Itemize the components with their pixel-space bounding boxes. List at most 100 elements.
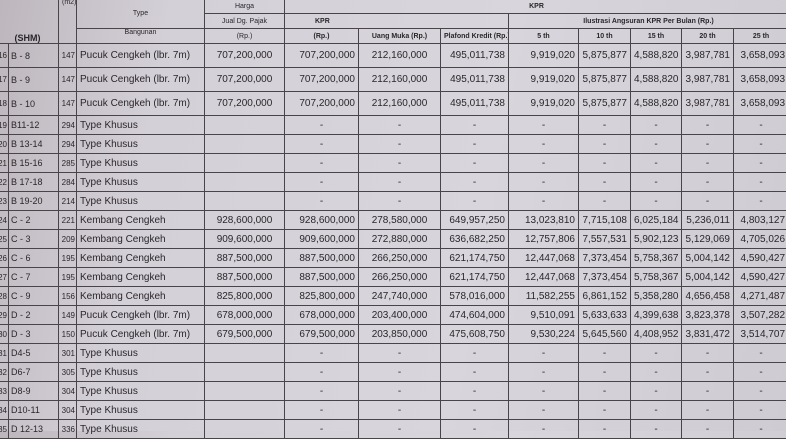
blok-cell: B 15-16 xyxy=(9,154,59,173)
type-cell: Type Khusus xyxy=(77,154,205,173)
angsuran-10-cell: - xyxy=(579,363,631,382)
angsuran-10-cell: - xyxy=(579,135,631,154)
kpr-cell: - xyxy=(285,382,359,401)
angsuran-25-cell: 3,658,093 xyxy=(734,92,786,116)
angsuran-15-cell: 4,408,952 xyxy=(631,325,682,344)
harga-cell: 679,500,000 xyxy=(205,325,285,344)
angsuran-20-cell: 5,129,069 xyxy=(682,230,734,249)
angsuran-10-cell: - xyxy=(579,192,631,211)
blok-cell: D10-11 xyxy=(9,401,59,420)
uang-muka-cell: - xyxy=(359,135,441,154)
harga-cell: 909,600,000 xyxy=(205,230,285,249)
row-number: 23 xyxy=(0,192,9,211)
blok-cell: D - 2 xyxy=(9,306,59,325)
plafond-cell: - xyxy=(441,363,509,382)
angsuran-15-cell: - xyxy=(631,173,682,192)
uang-muka-cell: - xyxy=(359,401,441,420)
type-cell: Pucuk Cengkeh (lbr. 7m) xyxy=(77,44,205,68)
land-area-cell: 301 xyxy=(59,344,77,363)
angsuran-15-cell: 4,588,820 xyxy=(631,44,682,68)
blok-cell: B 13-14 xyxy=(9,135,59,154)
header-harga-rp: (Rp.) xyxy=(205,29,285,44)
plafond-cell: 495,011,738 xyxy=(441,44,509,68)
land-area-cell: 294 xyxy=(59,135,77,154)
blok-cell: D8-9 xyxy=(9,382,59,401)
harga-cell xyxy=(205,154,285,173)
land-area-cell: 284 xyxy=(59,173,77,192)
angsuran-10-cell: - xyxy=(579,420,631,439)
type-cell: Type Khusus xyxy=(77,401,205,420)
angsuran-15-cell: - xyxy=(631,420,682,439)
angsuran-25-cell: 4,803,127 xyxy=(734,211,786,230)
land-area-cell: 304 xyxy=(59,382,77,401)
harga-cell xyxy=(205,173,285,192)
angsuran-10-cell: - xyxy=(579,116,631,135)
plafond-cell: - xyxy=(441,344,509,363)
row-number: 34 xyxy=(0,401,9,420)
angsuran-25-cell: - xyxy=(734,192,786,211)
land-area-cell: 195 xyxy=(59,268,77,287)
angsuran-15-cell: 5,758,367 xyxy=(631,249,682,268)
type-cell: Type Khusus xyxy=(77,382,205,401)
row-number: 22 xyxy=(0,173,9,192)
angsuran-10-cell: 6,861,152 xyxy=(579,287,631,306)
angsuran-20-cell: 4,656,458 xyxy=(682,287,734,306)
angsuran-25-cell: - xyxy=(734,116,786,135)
row-number: 35 xyxy=(0,420,9,439)
plafond-cell: - xyxy=(441,420,509,439)
harga-cell: 887,500,000 xyxy=(205,249,285,268)
angsuran-15-cell: 6,025,184 xyxy=(631,211,682,230)
blok-cell: D 12-13 xyxy=(9,420,59,439)
plafond-cell: 495,011,738 xyxy=(441,92,509,116)
uang-muka-cell: 212,160,000 xyxy=(359,68,441,92)
angsuran-10-cell: - xyxy=(579,173,631,192)
harga-cell xyxy=(205,192,285,211)
kpr-cell: 707,200,000 xyxy=(285,68,359,92)
row-number: 19 xyxy=(0,116,9,135)
row-number: 20 xyxy=(0,135,9,154)
kpr-cell: - xyxy=(285,135,359,154)
angsuran-20-cell: - xyxy=(682,420,734,439)
kpr-cell: - xyxy=(285,363,359,382)
angsuran-20-cell: - xyxy=(682,192,734,211)
blok-cell: C - 3 xyxy=(9,230,59,249)
plafond-cell: - xyxy=(441,382,509,401)
kpr-cell: - xyxy=(285,344,359,363)
angsuran-20-cell: 5,004,142 xyxy=(682,268,734,287)
kpr-cell: 887,500,000 xyxy=(285,249,359,268)
angsuran-15-cell: 4,588,820 xyxy=(631,92,682,116)
angsuran-5-cell: - xyxy=(509,344,579,363)
blok-cell: B11-12 xyxy=(9,116,59,135)
row-number: 31 xyxy=(0,344,9,363)
angsuran-5-cell: - xyxy=(509,154,579,173)
type-cell: Type Khusus xyxy=(77,363,205,382)
angsuran-5-cell: 12,447,068 xyxy=(509,249,579,268)
angsuran-10-cell: 7,557,531 xyxy=(579,230,631,249)
angsuran-25-cell: 4,705,026 xyxy=(734,230,786,249)
angsuran-25-cell: 4,590,427 xyxy=(734,249,786,268)
plafond-cell: 636,682,250 xyxy=(441,230,509,249)
type-cell: Kembang Cengkeh xyxy=(77,230,205,249)
harga-cell: 887,500,000 xyxy=(205,268,285,287)
blok-cell: B 19-20 xyxy=(9,192,59,211)
header-kpr-group: KPR xyxy=(285,0,786,14)
angsuran-5-cell: - xyxy=(509,401,579,420)
angsuran-15-cell: 4,588,820 xyxy=(631,68,682,92)
kpr-cell: 679,500,000 xyxy=(285,325,359,344)
blok-cell: B - 9 xyxy=(9,68,59,92)
harga-cell xyxy=(205,116,285,135)
row-number: 25 xyxy=(0,230,9,249)
angsuran-5-cell: 9,919,020 xyxy=(509,92,579,116)
angsuran-5-cell: 12,447,068 xyxy=(509,268,579,287)
plafond-cell: - xyxy=(441,116,509,135)
kpr-cell: 678,000,000 xyxy=(285,306,359,325)
header-harga: Harga xyxy=(205,0,285,14)
land-area-cell: 221 xyxy=(59,211,77,230)
angsuran-25-cell: - xyxy=(734,135,786,154)
table-header: (SHM) (m2) Type Harga KPR Jual Dg. Pajak… xyxy=(0,0,786,44)
